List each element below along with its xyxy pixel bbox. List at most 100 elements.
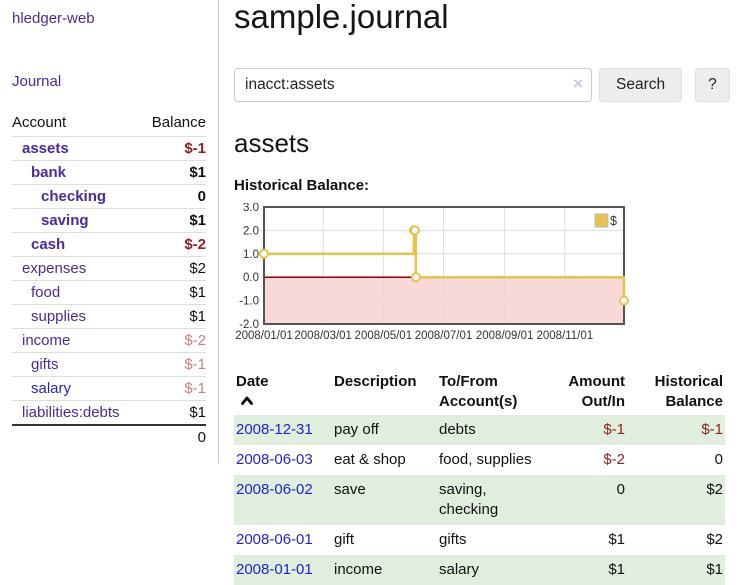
search-form: × Search ? bbox=[234, 68, 742, 102]
transaction-description: pay off bbox=[334, 421, 379, 438]
account-heading: assets bbox=[234, 128, 310, 158]
transaction-balance: $-1 bbox=[701, 421, 723, 438]
account-link-liabilities-debts[interactable]: liabilities:debts bbox=[22, 404, 120, 421]
account-row: liabilities:debts $1 bbox=[12, 401, 206, 425]
account-balance: $1 bbox=[189, 284, 206, 301]
account-balance: $-1 bbox=[184, 380, 206, 397]
account-row: cash $-2 bbox=[12, 233, 206, 257]
search-button[interactable]: Search bbox=[599, 68, 683, 102]
accounts-total-value: 0 bbox=[197, 429, 206, 446]
register-header-row: Date Description To/From Account(s) Amoun… bbox=[234, 369, 725, 415]
account-link-expenses[interactable]: expenses bbox=[22, 260, 87, 277]
amount-column-header: Amount Out/In bbox=[568, 373, 625, 410]
account-balance: 0 bbox=[197, 188, 206, 205]
svg-text:2008/05/01: 2008/05/01 bbox=[355, 330, 413, 342]
accounts-table: Account Balance assets $-1 bank $1 checkin… bbox=[12, 111, 206, 449]
account-row: assets $-1 bbox=[12, 137, 206, 161]
transaction-date-link[interactable]: 2008-06-02 bbox=[236, 481, 313, 498]
balance-column-header: Balance bbox=[151, 114, 206, 131]
transaction-balance: $1 bbox=[706, 561, 723, 578]
svg-text:2.0: 2.0 bbox=[243, 225, 259, 237]
sidebar-item-journal[interactable]: Journal bbox=[12, 73, 62, 90]
account-row: food $1 bbox=[12, 281, 206, 305]
account-balance: $2 bbox=[189, 260, 206, 277]
date-column-header[interactable]: Date bbox=[234, 369, 332, 415]
account-balance: $1 bbox=[189, 164, 206, 181]
transaction-date-link[interactable]: 2008-12-31 bbox=[236, 421, 313, 438]
transaction-row: 2008-12-31 pay off debts $-1 $-1 bbox=[234, 415, 725, 445]
search-input[interactable] bbox=[234, 68, 592, 102]
account-column-header: Account bbox=[12, 114, 67, 131]
transaction-date-link[interactable]: 2008-06-01 bbox=[236, 531, 313, 548]
svg-text:-2.0: -2.0 bbox=[239, 319, 259, 331]
transaction-accounts: salary bbox=[439, 561, 480, 578]
main-content: sample.journal × Search ? assets Histori… bbox=[219, 0, 742, 585]
account-row: saving $1 bbox=[12, 209, 206, 233]
account-row: expenses $2 bbox=[12, 257, 206, 281]
svg-text:2008/11/01: 2008/11/01 bbox=[536, 330, 593, 342]
page-title: sample.journal bbox=[234, 0, 449, 35]
historical-balance-chart[interactable]: $3.0 2.0 1.0 0.0 -1.0 -2.0 2008/01/01 2008/03/0… bbox=[234, 202, 742, 355]
app-title-link[interactable]: hledger-web bbox=[12, 10, 95, 27]
transaction-date-link[interactable]: 2008-06-03 bbox=[236, 451, 313, 468]
account-link-saving[interactable]: saving bbox=[41, 212, 89, 229]
account-balance: $-2 bbox=[184, 332, 206, 349]
account-link-supplies[interactable]: supplies bbox=[31, 308, 87, 325]
account-link-income[interactable]: income bbox=[22, 332, 71, 349]
account-row: gifts $-1 bbox=[12, 353, 206, 377]
register-table: Date Description To/From Account(s) Amoun… bbox=[234, 369, 725, 585]
account-link-checking[interactable]: checking bbox=[41, 188, 107, 205]
transaction-description: gift bbox=[334, 531, 355, 548]
account-balance: $-2 bbox=[184, 236, 206, 253]
svg-text:2008/09/01: 2008/09/01 bbox=[476, 330, 534, 342]
sort-ascending-icon bbox=[240, 392, 330, 412]
accounts-total-row: 0 bbox=[12, 425, 206, 449]
account-row: salary $-1 bbox=[12, 377, 206, 401]
transaction-row: 2008-06-03 eat & shop food, supplies $-2… bbox=[234, 445, 725, 475]
account-row: bank $1 bbox=[12, 161, 206, 185]
date-header-label: Date bbox=[236, 373, 269, 390]
transaction-row: 2008-06-01 gift gifts $1 $2 bbox=[234, 525, 725, 555]
transaction-accounts: debts bbox=[439, 421, 476, 438]
account-row: checking 0 bbox=[12, 185, 206, 209]
description-column-header: Description bbox=[334, 373, 417, 390]
account-link-salary[interactable]: salary bbox=[31, 380, 72, 397]
account-link-cash[interactable]: cash bbox=[31, 236, 66, 253]
tofrom-column-header: To/From Account(s) bbox=[439, 373, 518, 410]
transaction-amount: $1 bbox=[608, 561, 625, 578]
svg-text:3.0: 3.0 bbox=[243, 203, 259, 214]
transaction-row: 2008-06-02 save saving, checking 0 $2 bbox=[234, 475, 725, 525]
transaction-accounts: saving, checking bbox=[439, 481, 499, 518]
clear-search-icon[interactable]: × bbox=[573, 74, 583, 93]
svg-text:2008/03/01: 2008/03/01 bbox=[294, 330, 352, 342]
svg-text:0.0: 0.0 bbox=[243, 272, 259, 284]
svg-text:2008/07/01: 2008/07/01 bbox=[415, 330, 473, 342]
transaction-accounts: food, supplies bbox=[439, 451, 532, 468]
account-link-food[interactable]: food bbox=[31, 284, 61, 301]
transaction-amount: $-2 bbox=[603, 451, 625, 468]
transaction-balance: $2 bbox=[706, 531, 723, 548]
account-balance: $1 bbox=[189, 404, 206, 421]
accounts-table-header: Account Balance bbox=[12, 111, 206, 137]
chart-title: Historical Balance: bbox=[234, 177, 370, 194]
account-balance: $-1 bbox=[184, 140, 206, 157]
transaction-amount: 0 bbox=[616, 481, 625, 498]
account-balance: $-1 bbox=[184, 356, 206, 373]
svg-text:-1.0: -1.0 bbox=[239, 296, 259, 308]
account-link-bank[interactable]: bank bbox=[31, 164, 67, 181]
transaction-amount: $-1 bbox=[603, 421, 625, 438]
account-link-assets[interactable]: assets bbox=[22, 140, 69, 157]
svg-text:2008/01/01: 2008/01/01 bbox=[235, 330, 293, 342]
sidebar: hledger-web Journal Account Balance asse… bbox=[0, 0, 219, 463]
transaction-description: eat & shop bbox=[334, 451, 406, 468]
help-button[interactable]: ? bbox=[695, 68, 730, 102]
transaction-amount: $1 bbox=[608, 531, 625, 548]
transaction-date-link[interactable]: 2008-01-01 bbox=[236, 561, 313, 578]
transaction-row: 2008-01-01 income salary $1 $1 bbox=[234, 555, 725, 585]
transaction-accounts: gifts bbox=[439, 531, 467, 548]
transaction-description: save bbox=[334, 481, 366, 498]
account-link-gifts[interactable]: gifts bbox=[31, 356, 59, 373]
account-row: income $-2 bbox=[12, 329, 206, 353]
account-row: supplies $1 bbox=[12, 305, 206, 329]
